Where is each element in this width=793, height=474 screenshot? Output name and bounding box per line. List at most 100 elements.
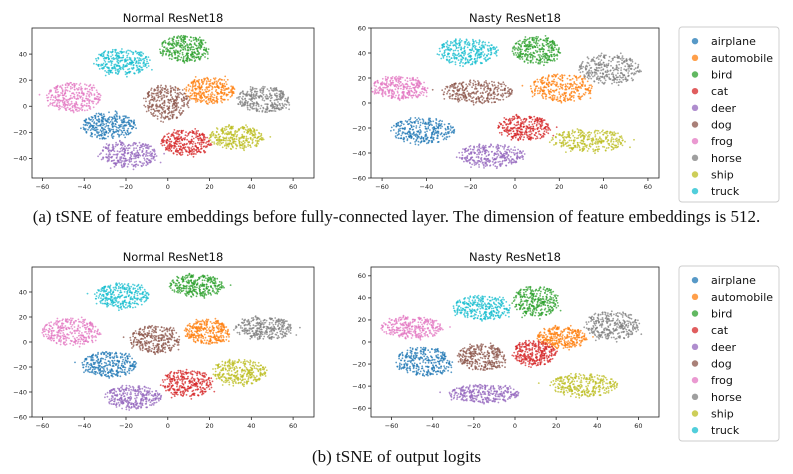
data-point xyxy=(209,139,212,142)
data-point xyxy=(487,154,490,156)
cluster-cat xyxy=(497,113,558,142)
data-point xyxy=(125,65,127,68)
data-point xyxy=(107,155,110,158)
data-point xyxy=(248,104,251,107)
data-point xyxy=(262,88,265,90)
data-point xyxy=(195,94,198,97)
data-point xyxy=(451,126,454,129)
x-tick-label: −40 xyxy=(77,183,91,191)
data-point xyxy=(203,92,206,94)
data-point xyxy=(501,154,503,156)
data-point xyxy=(97,93,100,96)
data-point xyxy=(124,136,126,139)
data-point xyxy=(164,39,166,42)
data-point xyxy=(532,125,535,128)
data-point xyxy=(558,91,560,94)
data-point xyxy=(584,85,586,87)
data-point xyxy=(190,153,193,156)
data-point xyxy=(444,131,447,134)
data-point xyxy=(203,135,206,138)
data-point xyxy=(431,139,433,142)
data-point xyxy=(89,125,92,128)
data-point xyxy=(126,159,129,162)
data-point xyxy=(445,136,448,138)
data-point xyxy=(207,93,210,96)
data-point xyxy=(276,104,279,106)
data-point xyxy=(129,58,131,61)
data-point xyxy=(533,84,536,86)
data-point xyxy=(496,165,498,168)
chart-title: Normal ResNet18 xyxy=(123,11,224,25)
data-point xyxy=(78,95,81,97)
data-point xyxy=(206,143,209,146)
data-point xyxy=(473,152,476,155)
data-point xyxy=(196,100,199,103)
data-point xyxy=(80,127,82,130)
data-point xyxy=(194,142,197,145)
data-point xyxy=(544,127,547,130)
data-point xyxy=(159,90,162,92)
data-point xyxy=(242,102,245,105)
data-point xyxy=(558,47,560,49)
data-point xyxy=(210,93,212,95)
data-point xyxy=(225,87,227,90)
data-point xyxy=(99,134,101,136)
data-point xyxy=(566,82,569,85)
data-point xyxy=(123,120,126,122)
data-point xyxy=(188,88,191,90)
data-point xyxy=(514,136,517,139)
data-point xyxy=(213,94,216,96)
data-point xyxy=(57,95,59,98)
data-point xyxy=(106,66,108,69)
data-point xyxy=(145,164,148,167)
data-point xyxy=(550,55,553,58)
data-point xyxy=(96,130,98,133)
data-point xyxy=(157,88,160,90)
data-point xyxy=(234,143,237,145)
data-point xyxy=(173,106,176,109)
data-point xyxy=(180,107,182,109)
data-point xyxy=(117,51,119,54)
data-point xyxy=(100,112,103,115)
data-point xyxy=(185,131,187,134)
data-point xyxy=(142,143,144,145)
data-point xyxy=(287,97,289,100)
data-point xyxy=(522,52,525,55)
data-point xyxy=(151,68,153,71)
data-point xyxy=(133,157,135,160)
data-point xyxy=(506,131,509,134)
data-point xyxy=(142,155,145,157)
data-point xyxy=(238,98,240,100)
data-point xyxy=(414,133,417,136)
data-point xyxy=(135,152,137,155)
data-point xyxy=(554,83,556,86)
data-point xyxy=(508,151,511,153)
data-point xyxy=(221,146,224,149)
data-point xyxy=(82,126,85,129)
data-point xyxy=(102,156,104,159)
data-point xyxy=(218,140,220,143)
data-point xyxy=(108,158,110,161)
data-point xyxy=(176,132,178,135)
data-point xyxy=(527,138,530,141)
data-point xyxy=(242,137,245,140)
data-point xyxy=(197,56,200,59)
data-point xyxy=(419,118,421,121)
data-point xyxy=(130,119,133,122)
data-point xyxy=(530,121,533,123)
data-point xyxy=(281,106,284,109)
data-point xyxy=(237,96,240,99)
data-point xyxy=(206,51,209,53)
data-point xyxy=(266,108,268,111)
data-point xyxy=(183,138,186,141)
data-point xyxy=(540,128,543,131)
data-point xyxy=(209,79,212,81)
cluster-bird xyxy=(511,35,562,67)
data-point xyxy=(510,135,513,138)
data-point xyxy=(232,92,234,95)
data-point xyxy=(235,135,238,138)
data-point xyxy=(512,46,514,49)
data-point xyxy=(142,148,145,150)
data-point xyxy=(98,99,100,101)
data-point xyxy=(412,125,415,128)
